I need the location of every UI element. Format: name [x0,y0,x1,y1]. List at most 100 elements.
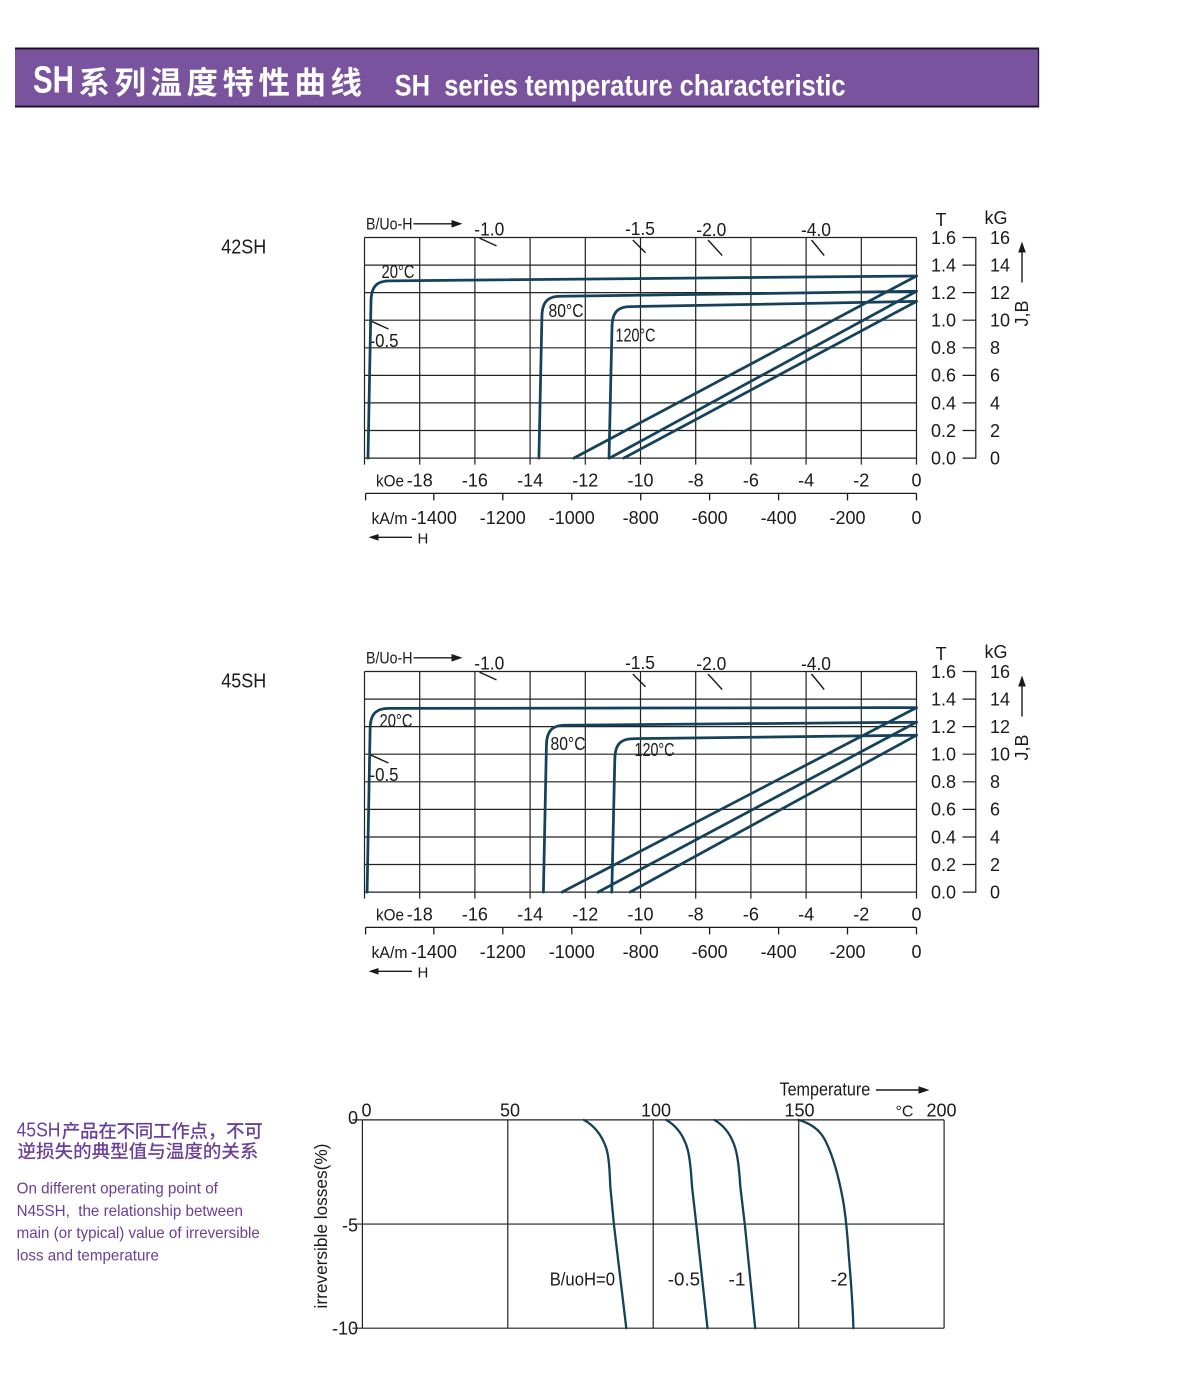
svg-text:-12: -12 [572,471,598,491]
svg-text:kG: kG [984,642,1007,662]
svg-text:20°C: 20°C [382,262,415,282]
svg-text:-1000: -1000 [549,942,595,962]
svg-text:14: 14 [990,689,1010,709]
svg-text:-1200: -1200 [480,508,526,528]
svg-text:45SH: 45SH [221,671,266,693]
svg-text:2: 2 [990,421,1000,441]
svg-text:0: 0 [361,1101,371,1121]
svg-text:8: 8 [990,772,1000,792]
svg-text:-2.0: -2.0 [696,654,726,674]
svg-text:-200: -200 [830,508,866,528]
svg-text:10: 10 [990,745,1010,765]
svg-text:-4: -4 [798,471,814,491]
svg-text:0.8: 0.8 [931,338,956,358]
svg-text:1.6: 1.6 [931,228,956,248]
svg-text:0.4: 0.4 [931,827,956,847]
svg-text:-8: -8 [688,905,704,925]
svg-text:°C: °C [896,1104,914,1121]
svg-text:kOe: kOe [376,906,404,925]
svg-text:12: 12 [990,283,1010,303]
svg-text:8: 8 [990,338,1000,358]
svg-text:-200: -200 [830,942,866,962]
svg-text:6: 6 [990,800,1000,820]
svg-text:-4.0: -4.0 [801,654,831,674]
svg-text:-16: -16 [462,471,488,491]
svg-text:12: 12 [990,717,1010,737]
svg-text:0: 0 [348,1108,358,1128]
svg-text:-6: -6 [743,471,759,491]
svg-text:-10: -10 [332,1319,358,1339]
svg-text:-12: -12 [572,905,598,925]
svg-text:Temperature: Temperature [780,1079,871,1099]
svg-text:-2.0: -2.0 [696,220,726,240]
svg-text:-14: -14 [517,905,543,925]
svg-text:0.2: 0.2 [931,855,956,875]
svg-text:-600: -600 [692,508,728,528]
svg-text:0.4: 0.4 [931,393,956,413]
svg-text:SH: SH [33,60,74,102]
svg-text:-800: -800 [623,508,659,528]
svg-text:-18: -18 [407,905,433,925]
svg-text:0: 0 [990,882,1000,902]
svg-text:16: 16 [990,662,1010,682]
svg-text:-800: -800 [623,942,659,962]
svg-text:0: 0 [911,508,921,528]
svg-text:J,B: J,B [1012,734,1032,760]
svg-text:20°C: 20°C [380,711,413,731]
svg-text:16: 16 [990,228,1010,248]
svg-text:-2: -2 [831,1270,848,1290]
svg-text:0.0: 0.0 [931,448,956,468]
svg-text:T: T [936,644,947,664]
svg-text:1.0: 1.0 [931,745,956,765]
svg-text:N45SH, the relationship betwe: N45SH, the relationship between [17,1203,243,1220]
svg-text:0.2: 0.2 [931,421,956,441]
svg-text:-0.5: -0.5 [668,1270,700,1290]
svg-text:1.2: 1.2 [931,283,956,303]
svg-text:1.4: 1.4 [931,255,956,275]
svg-text:-1.5: -1.5 [625,219,655,239]
svg-text:42SH: 42SH [221,237,266,259]
svg-text:-16: -16 [462,905,488,925]
svg-text:80°C: 80°C [551,734,586,754]
svg-text:-1: -1 [729,1270,746,1290]
svg-text:6: 6 [990,366,1000,386]
svg-text:On different operating point o: On different operating point of [17,1181,219,1198]
svg-text:-1.0: -1.0 [474,654,504,674]
svg-text:200: 200 [926,1101,956,1121]
svg-text:2: 2 [990,855,1000,875]
svg-text:1.2: 1.2 [931,717,956,737]
svg-text:-4.0: -4.0 [801,220,831,240]
svg-text:main (or typical) value of irr: main (or typical) value of irreversible [17,1225,260,1242]
svg-text:4: 4 [990,827,1000,847]
svg-text:-10: -10 [627,471,653,491]
svg-text:4: 4 [990,393,1000,413]
svg-text:-400: -400 [761,942,797,962]
svg-text:50: 50 [500,1101,520,1121]
svg-text:H: H [418,531,429,548]
svg-text:0: 0 [911,905,921,925]
svg-text:10: 10 [990,311,1010,331]
svg-text:kOe: kOe [376,472,404,491]
svg-text:120°C: 120°C [635,740,675,760]
svg-text:kG: kG [984,208,1007,228]
svg-text:120°C: 120°C [616,326,656,346]
svg-text:-1.0: -1.0 [474,220,504,240]
svg-text:H: H [418,965,429,982]
svg-text:-10: -10 [627,905,653,925]
svg-text:B/Uo-H: B/Uo-H [366,215,413,234]
svg-text:-0.5: -0.5 [370,765,399,785]
svg-text:J,B: J,B [1012,300,1032,326]
svg-text:14: 14 [990,255,1010,275]
svg-text:0: 0 [911,942,921,962]
svg-text:-1000: -1000 [549,508,595,528]
svg-text:SH series temperature charact: SH series temperature characteristic [395,69,846,102]
svg-text:100: 100 [641,1101,671,1121]
svg-text:T: T [936,210,947,230]
svg-text:-8: -8 [688,471,704,491]
svg-text:45SH: 45SH [17,1120,61,1142]
svg-text:80°C: 80°C [549,301,584,321]
svg-text:-1.5: -1.5 [625,653,655,673]
svg-text:B/Uo-H: B/Uo-H [366,649,413,668]
svg-text:kA/m: kA/m [372,509,408,528]
svg-text:-400: -400 [761,508,797,528]
